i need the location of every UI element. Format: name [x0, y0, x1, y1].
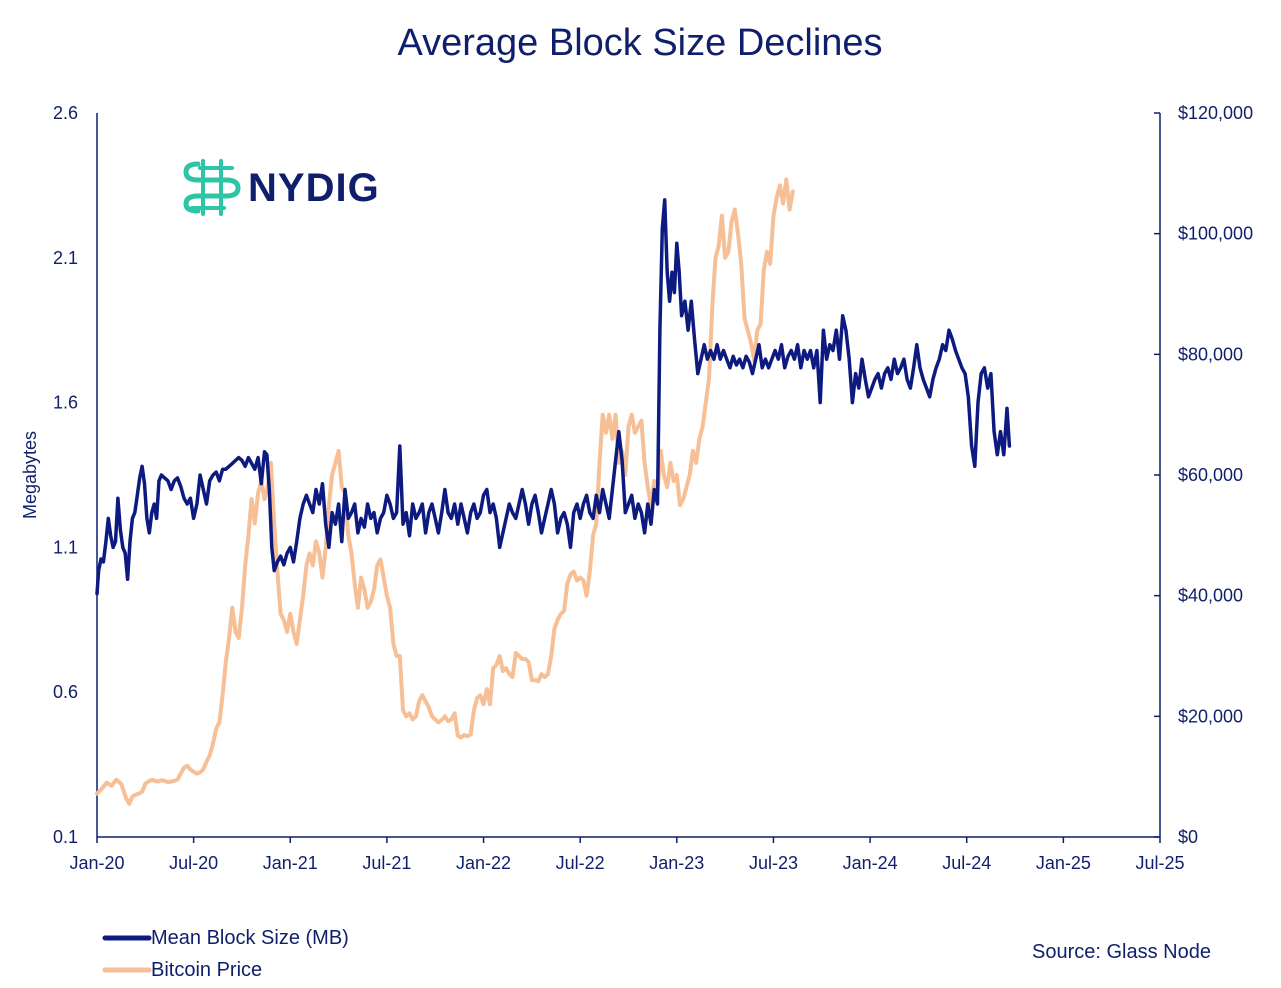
chart-title: Average Block Size Declines	[397, 22, 882, 64]
right-tick-label: $0	[1178, 827, 1198, 847]
x-tick-label: Jan-21	[263, 853, 318, 873]
nydig-logo-icon	[183, 159, 241, 216]
left-tick-label: 1.1	[53, 537, 78, 557]
right-axis-ticks: $0 $20,000 $40,000 $60,000 $80,000 $100,000 $1…	[1154, 103, 1253, 847]
left-tick-label: 1.6	[53, 393, 78, 413]
left-tick-label: 2.6	[53, 103, 78, 123]
right-tick-label: $80,000	[1178, 344, 1243, 364]
right-tick-label: $40,000	[1178, 586, 1243, 606]
left-tick-label: 2.1	[53, 248, 78, 268]
nydig-logo: NYDIG	[183, 159, 380, 216]
left-tick-label: 0.1	[53, 827, 78, 847]
right-tick-label: $20,000	[1178, 706, 1243, 726]
right-tick-label: $100,000	[1178, 224, 1253, 244]
x-tick-label: Jul-25	[1135, 853, 1184, 873]
x-tick-label: Jan-22	[456, 853, 511, 873]
mean-block-size-line	[95, 198, 1012, 596]
x-tick-label: Jul-23	[749, 853, 798, 873]
bitcoin-price-line	[95, 177, 795, 806]
x-tick-label: Jul-24	[942, 853, 991, 873]
x-tick-label: Jul-22	[556, 853, 605, 873]
left-axis-ticks: 0.1 0.6 1.1 1.6 2.1 2.6	[53, 103, 78, 847]
x-axis-ticks: Jan-20 Jul-20 Jan-21 Jul-21 Jan-22 Jul-22 Jan-…	[69, 837, 1185, 873]
right-tick-label: $120,000	[1178, 103, 1253, 123]
x-tick-label: Jul-21	[362, 853, 411, 873]
x-tick-label: Jul-20	[169, 853, 218, 873]
legend-label-block-size: Mean Block Size (MB)	[151, 927, 349, 949]
x-tick-label: Jan-23	[649, 853, 704, 873]
series-layer	[95, 177, 1012, 806]
x-tick-label: Jan-20	[69, 853, 124, 873]
right-tick-label: $60,000	[1178, 465, 1243, 485]
logo-text: NYDIG	[248, 166, 380, 210]
legend-label-bitcoin-price: Bitcoin Price	[151, 959, 262, 981]
x-tick-label: Jan-24	[843, 853, 898, 873]
x-tick-label: Jan-25	[1036, 853, 1091, 873]
source-note: Source: Glass Node	[1032, 941, 1211, 963]
y-axis-title: Megabytes	[20, 431, 40, 519]
left-tick-label: 0.6	[53, 682, 78, 702]
legend: Mean Block Size (MB) Bitcoin Price	[102, 927, 349, 981]
